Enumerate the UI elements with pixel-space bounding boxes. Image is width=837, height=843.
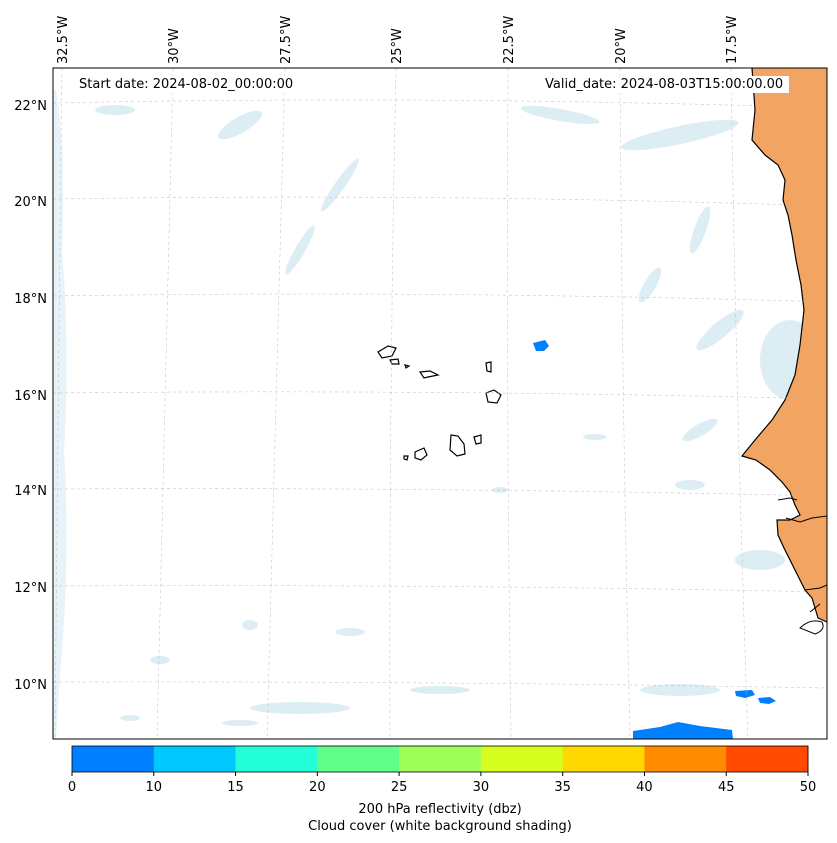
coastline-gambia bbox=[777, 497, 827, 635]
colorbar-segment bbox=[644, 746, 727, 772]
colorbar-tick-label: 30 bbox=[473, 780, 490, 795]
colorbar-ticks: 0 10 15 20 25 30 35 40 45 50 bbox=[68, 772, 816, 795]
colorbar-tick-label: 15 bbox=[227, 780, 244, 795]
colorbar-tick-label: 20 bbox=[309, 780, 326, 795]
latitude-labels: 22°N 20°N 18°N 16°N 14°N 12°N 10°N bbox=[14, 99, 47, 693]
colorbar-tick-label: 35 bbox=[554, 780, 571, 795]
colorbar-tick-label: 10 bbox=[146, 780, 163, 795]
colorbar-segment bbox=[317, 746, 400, 772]
africa-land bbox=[742, 68, 827, 622]
cape-verde-islands bbox=[377, 345, 502, 461]
lon-label: 32.5°W bbox=[56, 16, 71, 64]
colorbar-tick-label: 40 bbox=[636, 780, 653, 795]
lon-label: 27.5°W bbox=[279, 16, 294, 64]
colorbar-segment bbox=[153, 746, 237, 772]
colorbar-segment bbox=[235, 746, 318, 772]
lon-label: 25°W bbox=[390, 28, 405, 64]
map-frame-border bbox=[52, 67, 828, 740]
lat-label: 10°N bbox=[14, 678, 47, 693]
colorbar-tick-label: 0 bbox=[68, 780, 76, 795]
valid-date-label: Valid_date: 2024-08-03T15:00:00.00 bbox=[539, 76, 790, 93]
lon-label: 22.5°W bbox=[502, 16, 517, 64]
colorbar-tick-label: 45 bbox=[718, 780, 735, 795]
colorbar-sublabel: Cloud cover (white background shading) bbox=[308, 819, 572, 834]
lat-label: 12°N bbox=[14, 581, 47, 596]
colorbar-segment bbox=[562, 746, 645, 772]
graticule bbox=[53, 68, 827, 739]
lon-label: 20°W bbox=[614, 28, 629, 64]
coastline bbox=[740, 68, 827, 623]
colorbar-label: 200 hPa reflectivity (dbz) bbox=[358, 802, 521, 817]
lon-label: 17.5°W bbox=[725, 16, 740, 64]
lat-label: 22°N bbox=[14, 99, 47, 114]
longitude-labels: 32.5°W 30°W 27.5°W 25°W 22.5°W 20°W 17.5… bbox=[56, 16, 740, 64]
colorbar-segment bbox=[480, 746, 564, 772]
lat-label: 20°N bbox=[14, 195, 47, 210]
colorbar-segment bbox=[726, 746, 809, 772]
map-frame-background bbox=[53, 68, 827, 739]
colorbar-segment bbox=[72, 746, 155, 772]
colorbar-tick-label: 25 bbox=[391, 780, 408, 795]
start-date-label: Start date: 2024-08-02_00:00:00 bbox=[73, 76, 300, 93]
lat-label: 18°N bbox=[14, 292, 47, 307]
colorbar-tick-label: 50 bbox=[800, 780, 817, 795]
colorbar bbox=[72, 746, 809, 772]
colorbar-segment bbox=[399, 746, 482, 772]
lon-label: 30°W bbox=[167, 28, 182, 64]
reflectivity-cells bbox=[533, 340, 776, 739]
colorbar-border bbox=[71, 745, 809, 773]
lat-label: 14°N bbox=[14, 484, 47, 499]
lat-label: 16°N bbox=[14, 389, 47, 404]
